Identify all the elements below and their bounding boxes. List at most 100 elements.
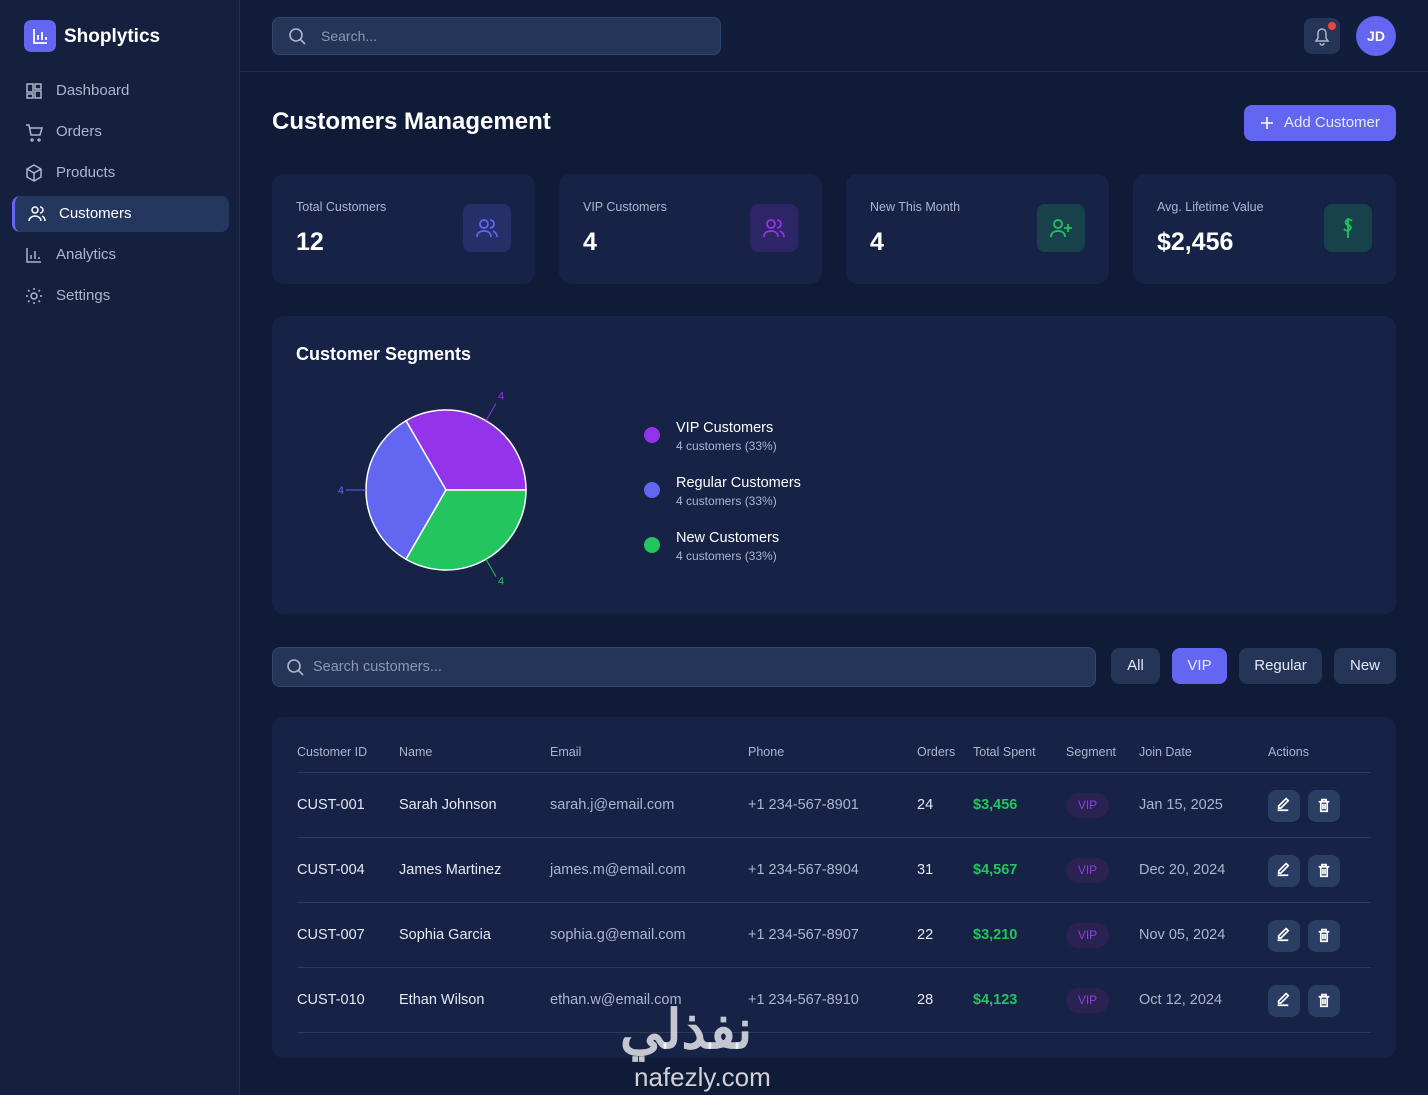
row-divider <box>297 837 1371 838</box>
action-icon-path <box>1318 993 1330 1008</box>
segments-title: Customer Segments <box>296 344 472 364</box>
pie-slice <box>404 409 527 491</box>
table-cell: Sarah Johnson <box>399 797 497 813</box>
stat-icon-svg <box>1050 219 1072 238</box>
page-title: Customers Management <box>272 108 551 135</box>
delete-button[interactable] <box>1308 790 1340 822</box>
stat-value: 4 <box>870 228 884 256</box>
action-icon-path <box>1318 863 1330 878</box>
nav-icon-path <box>26 124 43 142</box>
table-cell: 22 <box>917 927 934 943</box>
stat-card: VIP Customers 4 <box>559 174 822 284</box>
action-icon-path <box>1277 797 1290 812</box>
add-customer-label: Add Customer <box>1284 114 1380 131</box>
segment-badge: VIP <box>1066 858 1109 883</box>
row-divider <box>297 902 1371 903</box>
table-cell: Nov 05, 2024 <box>1139 927 1226 943</box>
action-icon-path <box>1277 927 1290 942</box>
legend-name: VIP Customers <box>676 420 773 436</box>
stat-icon-svg <box>763 219 785 238</box>
header-divider <box>297 772 1371 773</box>
nav-item[interactable]: Dashboard <box>12 73 226 109</box>
action-icon <box>1318 928 1330 943</box>
nav-item[interactable]: Analytics <box>12 237 226 273</box>
segments-card: Customer Segments 4 VIP Customers 4 custom… <box>272 316 1396 614</box>
edit-button[interactable] <box>1268 790 1300 822</box>
nav-icon <box>26 288 42 304</box>
table-cell: CUST-010 <box>297 992 365 1008</box>
add-customer-button[interactable]: Add Customer <box>1244 105 1396 141</box>
table-cell: ethan.w@email.com <box>550 992 682 1008</box>
legend-detail: 4 customers (33%) <box>676 439 777 453</box>
column-header: Phone <box>748 745 785 759</box>
customer-search-placeholder: Search customers... <box>313 659 442 675</box>
delete-button[interactable] <box>1308 855 1340 887</box>
notification-button[interactable] <box>1304 18 1340 54</box>
nav-item[interactable]: Products <box>12 155 226 191</box>
nav-icon <box>28 206 46 222</box>
pie-slice <box>404 489 527 571</box>
delete-button[interactable] <box>1308 920 1340 952</box>
nav-item[interactable]: Customers <box>12 196 229 232</box>
column-header: Customer ID <box>297 745 368 759</box>
table-cell: $3,456 <box>973 797 1018 813</box>
table-cell: CUST-001 <box>297 797 365 813</box>
pie-slice <box>365 419 447 561</box>
table-cell: James Martinez <box>399 862 502 878</box>
stat-icon <box>463 204 511 252</box>
stat-card: Total Customers 12 <box>272 174 535 284</box>
legend-name: New Customers <box>676 530 779 546</box>
stat-icon-svg <box>476 219 498 238</box>
stat-icon-path <box>476 219 498 238</box>
edit-button[interactable] <box>1268 920 1300 952</box>
filter-button[interactable]: All <box>1111 648 1160 684</box>
action-icon-path <box>1318 928 1330 943</box>
nav-item[interactable]: Settings <box>12 278 226 314</box>
nav-label: Customers <box>59 205 132 222</box>
stat-icon-path <box>1343 218 1353 238</box>
nav-icon-path <box>26 288 42 304</box>
table-cell: 31 <box>917 862 934 878</box>
customer-search[interactable]: Search customers... <box>272 647 1096 687</box>
nav-icon <box>26 248 41 263</box>
nav-label: Dashboard <box>56 82 130 99</box>
stat-card: Avg. Lifetime Value $2,456 <box>1133 174 1396 284</box>
action-icon <box>1277 992 1290 1007</box>
column-header: Total Spent <box>973 745 1036 759</box>
legend-dot <box>644 482 660 498</box>
avatar[interactable]: JD <box>1356 16 1396 56</box>
table-cell: Sophia Garcia <box>399 927 491 943</box>
pie-label: 4 <box>498 390 504 402</box>
stat-value: 12 <box>296 228 324 256</box>
segment-badge: VIP <box>1066 923 1109 948</box>
edit-button[interactable] <box>1268 855 1300 887</box>
table-cell: james.m@email.com <box>550 862 686 878</box>
nav-label: Orders <box>56 123 102 140</box>
delete-button[interactable] <box>1308 985 1340 1017</box>
row-divider <box>297 1032 1371 1033</box>
legend-detail: 4 customers (33%) <box>676 494 777 508</box>
stat-card: New This Month 4 <box>846 174 1109 284</box>
watermark-latin: nafezly.com <box>634 1062 771 1092</box>
edit-button[interactable] <box>1268 985 1300 1017</box>
nav-label: Products <box>56 164 116 181</box>
stat-label: New This Month <box>870 200 961 214</box>
filter-button[interactable]: VIP <box>1172 648 1227 684</box>
search-box[interactable]: Search... <box>272 17 721 55</box>
stat-icon-path <box>763 219 785 238</box>
table-cell: Oct 12, 2024 <box>1139 992 1223 1008</box>
table-cell: Jan 15, 2025 <box>1139 797 1223 813</box>
stat-label: VIP Customers <box>583 200 667 214</box>
legend-dot <box>644 537 660 553</box>
nav-item[interactable]: Orders <box>12 114 226 150</box>
table-cell: +1 234-567-8901 <box>748 797 859 813</box>
table-cell: CUST-004 <box>297 862 365 878</box>
filter-button[interactable]: New <box>1334 648 1396 684</box>
pie-label: 4 <box>338 485 344 497</box>
column-header: Segment <box>1066 745 1117 759</box>
watermark-arabic: نفذلي <box>620 1000 753 1060</box>
table-cell: CUST-007 <box>297 927 365 943</box>
stat-icon <box>750 204 798 252</box>
filter-button[interactable]: Regular <box>1239 648 1322 684</box>
